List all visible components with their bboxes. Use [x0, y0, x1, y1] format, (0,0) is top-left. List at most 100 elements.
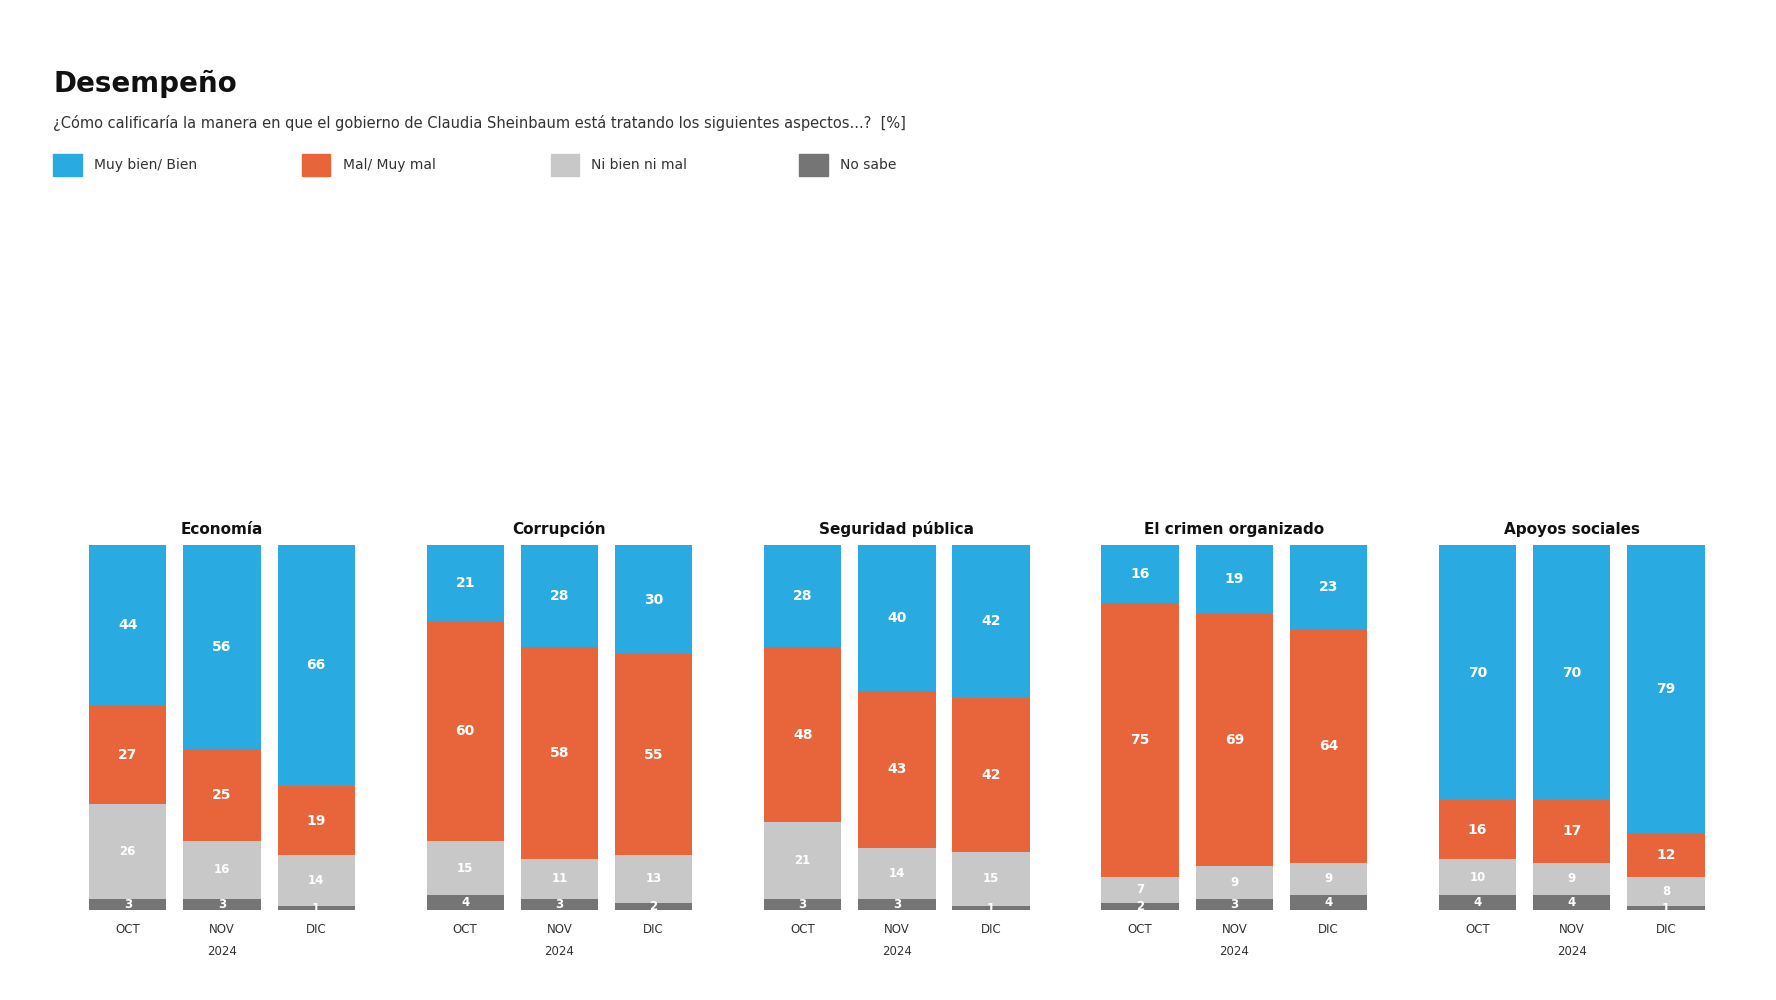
Bar	[277, 855, 355, 906]
Text: 19: 19	[307, 814, 325, 828]
Text: 1: 1	[1662, 902, 1669, 915]
Bar	[764, 647, 842, 822]
Text: Ni bien ni mal: Ni bien ni mal	[591, 158, 687, 172]
Bar	[426, 545, 504, 621]
Text: OCT: OCT	[1465, 923, 1490, 936]
Text: NOV: NOV	[210, 923, 234, 936]
Bar	[1439, 800, 1517, 859]
Text: 13: 13	[645, 872, 662, 885]
Bar	[89, 899, 167, 910]
Bar	[183, 899, 261, 910]
Text: DIC: DIC	[1655, 923, 1677, 936]
Bar	[1533, 545, 1611, 800]
Text: 25: 25	[213, 788, 231, 802]
Bar	[858, 691, 936, 848]
Text: Mal/ Muy mal: Mal/ Muy mal	[343, 158, 435, 172]
Text: 70: 70	[1563, 666, 1581, 680]
Text: 3: 3	[799, 898, 806, 911]
Text: NOV: NOV	[1559, 923, 1584, 936]
Bar	[421, 921, 698, 956]
Text: 9: 9	[1325, 872, 1332, 885]
Bar	[1195, 614, 1273, 866]
Text: OCT: OCT	[790, 923, 815, 936]
Text: 3: 3	[893, 898, 900, 911]
Bar	[758, 921, 1035, 956]
Bar	[1439, 545, 1517, 800]
Text: 14: 14	[888, 867, 906, 880]
Bar	[1533, 800, 1611, 863]
Text: 3: 3	[218, 898, 226, 911]
Text: 28: 28	[551, 589, 568, 603]
Text: 1: 1	[987, 902, 995, 915]
Text: Apoyos sociales: Apoyos sociales	[1504, 522, 1639, 537]
Bar	[89, 804, 167, 899]
Bar	[952, 698, 1030, 852]
Text: 16: 16	[213, 863, 231, 876]
Text: 8: 8	[1662, 885, 1669, 898]
Text: 16: 16	[1469, 823, 1487, 837]
Text: 7: 7	[1137, 883, 1144, 896]
Text: 17: 17	[1563, 824, 1581, 838]
Text: 2024: 2024	[1558, 945, 1586, 958]
Text: 4: 4	[1474, 896, 1481, 909]
Bar	[520, 545, 599, 647]
Text: Economía: Economía	[181, 522, 263, 537]
Text: 2024: 2024	[545, 945, 574, 958]
Text: 27: 27	[119, 748, 137, 762]
Bar	[277, 786, 355, 855]
Text: 14: 14	[307, 874, 325, 887]
Text: Seguridad pública: Seguridad pública	[819, 521, 975, 537]
Text: OCT: OCT	[453, 923, 478, 936]
Text: OCT: OCT	[1128, 923, 1153, 936]
Bar	[89, 705, 167, 804]
Text: 66: 66	[307, 658, 325, 672]
Bar	[1627, 833, 1705, 877]
Bar	[952, 906, 1030, 910]
Bar	[858, 545, 936, 691]
Text: 64: 64	[1320, 739, 1337, 753]
Bar	[858, 899, 936, 910]
Bar	[614, 903, 693, 910]
Bar	[426, 895, 504, 910]
Text: NOV: NOV	[1222, 923, 1247, 936]
Bar	[1101, 545, 1179, 603]
Bar	[1195, 545, 1273, 614]
Bar	[183, 841, 261, 899]
Text: 75: 75	[1131, 733, 1149, 747]
Text: 2024: 2024	[1220, 945, 1249, 958]
Bar	[83, 921, 361, 956]
Bar	[520, 647, 599, 859]
Text: 26: 26	[119, 845, 137, 858]
Bar	[426, 841, 504, 895]
Text: Muy bien/ Bien: Muy bien/ Bien	[94, 158, 197, 172]
Bar	[1101, 903, 1179, 910]
Bar	[1533, 863, 1611, 895]
Bar	[614, 855, 693, 903]
Text: 42: 42	[982, 614, 1002, 628]
Bar	[1627, 906, 1705, 910]
Bar	[764, 899, 842, 910]
Text: 79: 79	[1657, 682, 1675, 696]
Text: 3: 3	[124, 898, 131, 911]
Text: 70: 70	[1469, 666, 1487, 680]
Text: 55: 55	[645, 748, 664, 762]
Text: 4: 4	[1325, 896, 1332, 909]
Bar	[183, 545, 261, 749]
Text: 23: 23	[1320, 580, 1337, 594]
Text: 40: 40	[888, 611, 906, 625]
Text: ¿Cómo calificaría la manera en que el gobierno de Claudia Sheinbaum está tratand: ¿Cómo calificaría la manera en que el go…	[53, 115, 906, 131]
Text: 3: 3	[556, 898, 563, 911]
Bar	[1627, 545, 1705, 833]
Text: 44: 44	[117, 618, 137, 632]
Text: 19: 19	[1225, 572, 1243, 586]
Bar	[89, 545, 167, 705]
Text: 48: 48	[792, 728, 812, 742]
Text: 30: 30	[645, 593, 662, 607]
Bar	[183, 749, 261, 841]
Bar	[520, 899, 599, 910]
Bar	[614, 545, 693, 654]
Text: DIC: DIC	[305, 923, 327, 936]
Text: 1: 1	[313, 902, 320, 915]
Text: 15: 15	[456, 861, 474, 874]
Bar	[520, 859, 599, 899]
